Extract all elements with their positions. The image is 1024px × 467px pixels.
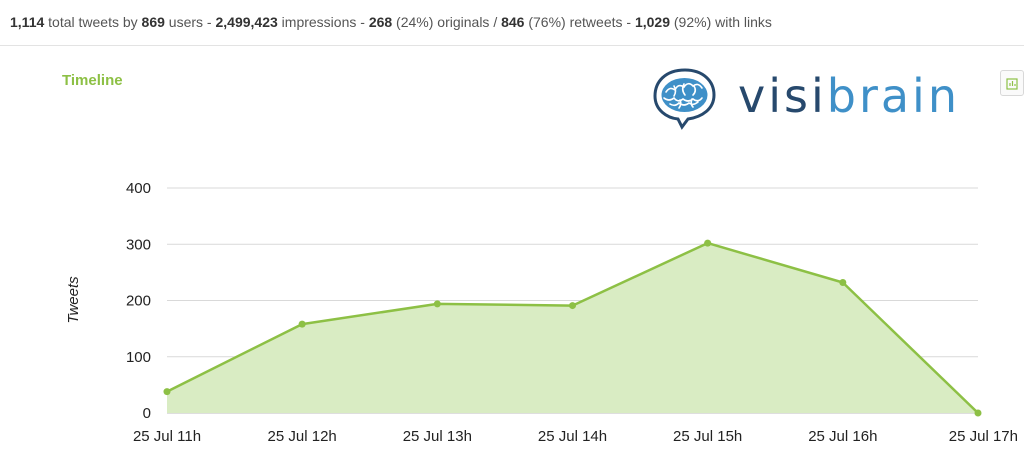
stats-text: (92%) with links	[670, 14, 772, 30]
y-axis-title: Tweets	[65, 276, 82, 324]
y-tick-label: 200	[126, 293, 151, 310]
data-point[interactable]	[839, 279, 847, 286]
x-tick-label: 25 Jul 13h	[403, 428, 472, 445]
x-tick-label: 25 Jul 15h	[673, 428, 742, 445]
chart-export-glyph	[1006, 78, 1018, 90]
data-point[interactable]	[569, 302, 576, 310]
divider	[0, 45, 1024, 46]
links-count: 1,029	[634, 14, 670, 30]
data-point[interactable]	[433, 300, 441, 308]
stats-text: total tweets by	[44, 14, 142, 30]
chart-title: Timeline	[62, 72, 123, 89]
x-tick-label: 25 Jul 12h	[268, 428, 337, 445]
logo-wordmark: visibrain	[738, 70, 960, 122]
summary-stats: 1,114 total tweets by 869 users - 2,499,…	[10, 14, 1020, 30]
data-points	[163, 239, 982, 417]
data-point[interactable]	[163, 388, 171, 396]
data-point[interactable]	[974, 409, 982, 417]
y-tick-label: 0	[143, 405, 151, 422]
stats-text: users -	[164, 14, 216, 30]
x-tick-label: 25 Jul 16h	[808, 428, 877, 445]
brain-speech-bubble-icon	[653, 68, 716, 130]
impressions-count: 2,499,423	[215, 14, 278, 30]
data-point[interactable]	[298, 320, 306, 328]
logo-text-brain: brain	[826, 69, 960, 123]
x-tick-label: 25 Jul 14h	[538, 428, 607, 445]
x-tick-label: 25 Jul 11h	[133, 428, 201, 445]
retweets-count: 846	[501, 14, 525, 30]
users-count: 869	[141, 14, 165, 30]
logo-text-visi: visi	[738, 69, 827, 123]
y-tick-label: 400	[126, 180, 151, 197]
stats-text: (24%) originals /	[392, 14, 502, 30]
chart-export-icon[interactable]	[1000, 70, 1024, 96]
stats-text: impressions -	[277, 14, 369, 30]
area-fill	[167, 243, 978, 413]
visibrain-logo: visibrain	[650, 66, 980, 130]
total-tweets-count: 1,114	[10, 14, 45, 30]
y-tick-label: 100	[126, 349, 151, 366]
x-tick-label: 25 Jul 17h	[949, 428, 1018, 445]
y-tick-label: 300	[126, 236, 151, 253]
y-tick-labels: 0 100 200 300 400	[126, 180, 151, 422]
originals-count: 268	[368, 14, 393, 30]
x-tick-labels: 25 Jul 11h 25 Jul 12h 25 Jul 13h 25 Jul 14h…	[133, 428, 1018, 445]
data-point[interactable]	[704, 239, 712, 247]
stats-text: (76%) retweets -	[524, 14, 635, 30]
